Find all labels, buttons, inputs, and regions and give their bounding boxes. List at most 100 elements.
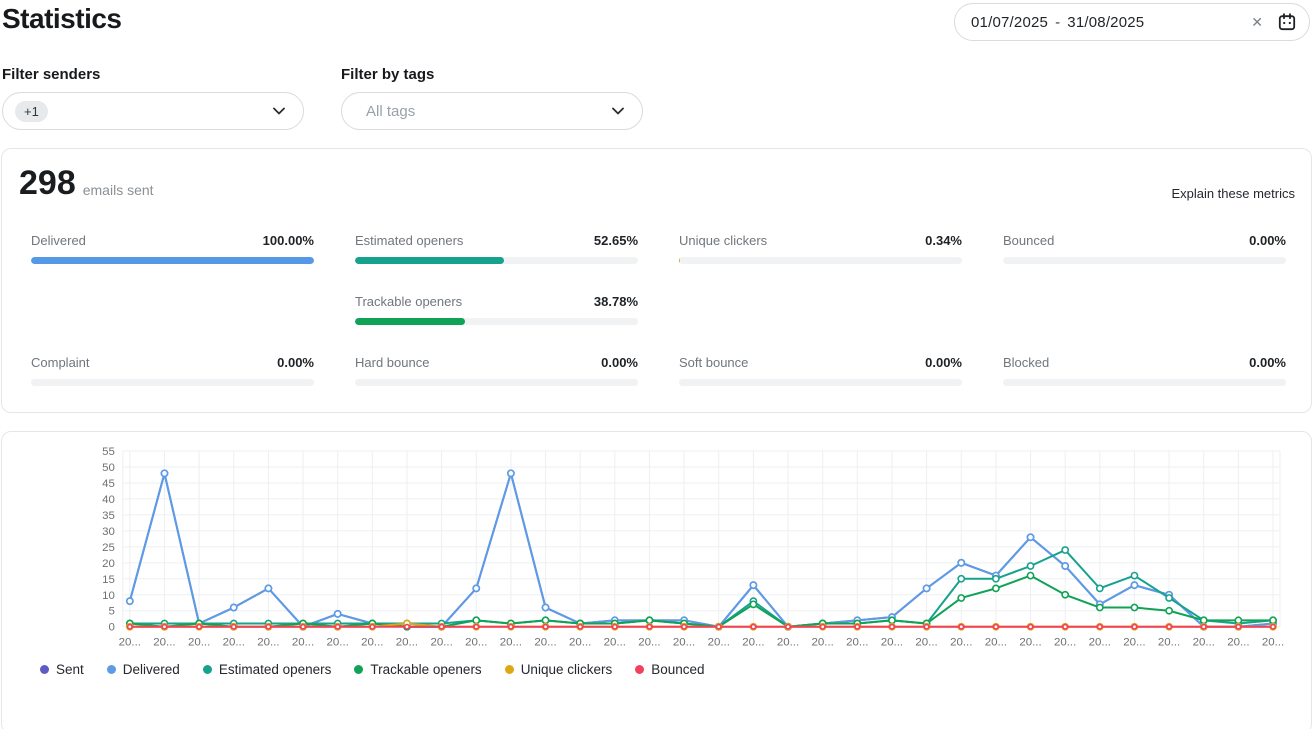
svg-text:20...: 20... <box>950 637 972 649</box>
filter-senders-select[interactable]: +1 <box>2 92 304 130</box>
svg-text:20...: 20... <box>708 637 730 649</box>
metric-value: 0.00% <box>1249 355 1286 370</box>
metric-progress-fill <box>679 257 680 264</box>
svg-text:20...: 20... <box>777 637 799 649</box>
svg-text:20...: 20... <box>673 637 695 649</box>
svg-text:20...: 20... <box>500 637 522 649</box>
statistics-chart: 0 5 10 15 20 25 30 35 40 45 50 55 20... 20... 20... 20.… <box>102 446 1284 649</box>
svg-text:20...: 20... <box>188 637 210 649</box>
svg-text:20...: 20... <box>1262 637 1284 649</box>
metric-label: Bounced <box>1003 233 1055 248</box>
svg-text:20...: 20... <box>1123 637 1145 649</box>
explain-metrics-link[interactable]: Explain these metrics <box>1171 186 1295 201</box>
svg-text:20...: 20... <box>223 637 245 649</box>
metrics-grid: Delivered 100.00% Estimated openers 52.65% U… <box>19 233 1295 386</box>
svg-text:20...: 20... <box>534 637 556 649</box>
legend-item-estimated-openers[interactable]: Estimated openers <box>202 661 332 677</box>
svg-text:25: 25 <box>102 542 115 554</box>
legend-label: Estimated openers <box>218 661 332 677</box>
chart-legend: Sent Delivered Estimated openers Trackable … <box>18 662 1295 677</box>
metric-soft-bounce: Soft bounce 0.00% <box>679 355 962 386</box>
legend-label: Unique clickers <box>520 661 613 677</box>
svg-text:20...: 20... <box>119 637 141 649</box>
metric-progress-track <box>355 379 638 386</box>
svg-text:20...: 20... <box>153 637 175 649</box>
metric-progress-track <box>1003 379 1286 386</box>
summary-header: 298 emails sent Explain these metrics <box>19 161 1295 205</box>
svg-text:20...: 20... <box>742 637 764 649</box>
svg-text:20...: 20... <box>846 637 868 649</box>
metric-delivered: Delivered 100.00% <box>31 233 314 264</box>
metric-label: Delivered <box>31 233 86 248</box>
date-range-value: 01/07/2025-31/08/2025 <box>971 14 1245 31</box>
metric-progress-fill <box>31 257 314 264</box>
metric-bounced: Bounced 0.00% <box>1003 233 1286 264</box>
svg-text:20...: 20... <box>327 637 349 649</box>
legend-dot-icon <box>354 664 364 674</box>
legend-label: Bounced <box>651 661 705 677</box>
metric-progress-track <box>679 257 962 264</box>
legend-dot-icon <box>202 664 212 674</box>
legend-dot-icon <box>40 664 49 674</box>
svg-text:20...: 20... <box>881 637 903 649</box>
metric-progress-track <box>1003 257 1286 264</box>
filter-senders-group: Filter senders +1 <box>2 66 304 130</box>
chevron-down-icon <box>612 107 624 115</box>
emails-sent-total: 298 emails sent <box>19 161 154 205</box>
metric-trackable-openers: Trackable openers 38.78% <box>355 294 638 325</box>
svg-text:20...: 20... <box>1193 637 1215 649</box>
metric-label: Soft bounce <box>679 355 749 370</box>
filter-tags-label: Filter by tags <box>341 66 435 83</box>
legend-item-trackable-openers[interactable]: Trackable openers <box>354 661 482 677</box>
metric-progress-track <box>31 257 314 264</box>
filter-tags-select[interactable]: All tags <box>341 92 643 130</box>
legend-item-bounced[interactable]: Bounced <box>635 661 705 677</box>
metric-progress-track <box>31 379 314 386</box>
metric-progress-track <box>355 257 638 264</box>
svg-text:20...: 20... <box>638 637 660 649</box>
chevron-down-icon <box>273 107 285 115</box>
metric-progress-fill <box>355 318 465 325</box>
calendar-icon[interactable] <box>1277 12 1297 32</box>
svg-text:30: 30 <box>102 526 115 538</box>
legend-item-delivered[interactable]: Delivered <box>106 661 180 677</box>
metric-label: Complaint <box>31 355 90 370</box>
svg-text:45: 45 <box>102 478 115 490</box>
metric-value: 0.00% <box>277 355 314 370</box>
filter-senders-label: Filter senders <box>2 66 101 83</box>
date-end: 31/08/2025 <box>1067 13 1145 31</box>
legend-dot-icon <box>504 664 514 674</box>
svg-text:20...: 20... <box>1158 637 1180 649</box>
legend-dot-icon <box>635 664 645 674</box>
metric-progress-fill <box>355 257 504 264</box>
legend-item-unique-clickers[interactable]: Unique clickers <box>504 661 613 677</box>
legend-label: Trackable openers <box>370 661 482 677</box>
metric-progress-track <box>679 379 962 386</box>
svg-text:0: 0 <box>108 622 114 634</box>
svg-text:20...: 20... <box>465 637 487 649</box>
page-title: Statistics <box>2 3 122 34</box>
legend-item-sent[interactable]: Sent <box>40 662 84 677</box>
tags-placeholder: All tags <box>366 102 416 120</box>
emails-sent-suffix: emails sent <box>82 182 154 198</box>
svg-text:20...: 20... <box>257 637 279 649</box>
filter-tags-group: Filter by tags All tags <box>341 66 643 130</box>
senders-count-chip: +1 <box>15 100 48 122</box>
legend-label: Delivered <box>122 661 180 677</box>
metric-complaint: Complaint 0.00% <box>31 355 314 386</box>
date-separator: - <box>1055 13 1061 31</box>
svg-text:20...: 20... <box>1227 637 1249 649</box>
svg-text:20...: 20... <box>430 637 452 649</box>
metric-value: 52.65% <box>593 233 638 248</box>
summary-card: 298 emails sent Explain these metrics De… <box>1 148 1312 413</box>
svg-text:20...: 20... <box>985 637 1007 649</box>
metric-label: Estimated openers <box>355 233 464 248</box>
svg-text:20: 20 <box>102 558 115 570</box>
metric-progress-track <box>355 318 638 325</box>
metric-blocked: Blocked 0.00% <box>1003 355 1286 386</box>
svg-text:10: 10 <box>102 590 115 602</box>
filters-row: Filter senders +1 Filter by tags All tag… <box>1 66 1312 130</box>
clear-date-icon[interactable]: ✕ <box>1245 13 1269 31</box>
date-range-picker[interactable]: 01/07/2025-31/08/2025 ✕ <box>954 3 1310 41</box>
